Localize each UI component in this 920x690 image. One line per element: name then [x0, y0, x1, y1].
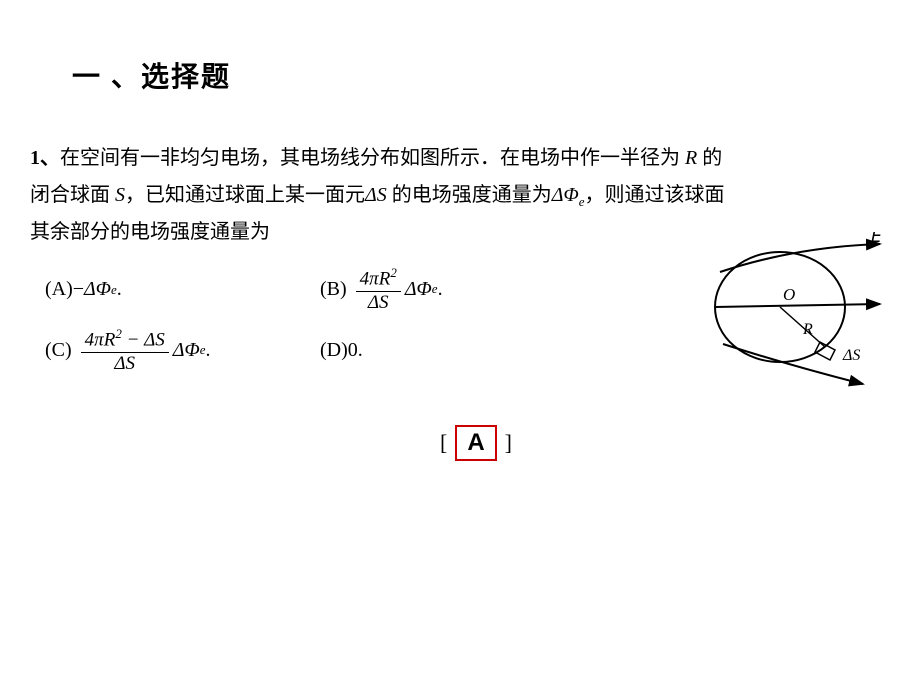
prob-line2b: ，已知通过球面上某一面元: [125, 184, 365, 206]
option-row-1: (A) − ΔΦe . (B) 4πR2 ΔS ΔΦe .: [30, 262, 670, 317]
answer-row: [ A ]: [440, 425, 512, 461]
label-A: (A): [45, 278, 73, 301]
opC-dS1: ΔS: [144, 330, 165, 351]
opB-den: ΔS: [364, 292, 393, 314]
opB-phi: ΔΦ: [405, 278, 432, 301]
section-title: 一 、选择题: [72, 55, 231, 95]
option-A: (A) − ΔΦe .: [30, 278, 310, 301]
prob-line2c: 的电场强度通量为: [387, 184, 552, 206]
var-R: R: [685, 147, 697, 169]
var-dS: ΔS: [365, 184, 387, 206]
problem-number: 1、: [30, 147, 60, 169]
option-C: (C) 4πR2 − ΔS ΔS ΔΦe .: [30, 326, 310, 374]
opC-numr: 4πR2 − ΔS: [81, 326, 169, 352]
opC-phi: ΔΦ: [173, 339, 200, 362]
diag-R: R: [802, 321, 813, 338]
label-D: (D): [320, 339, 348, 362]
options-area: (A) − ΔΦe . (B) 4πR2 ΔS ΔΦe . (C) 4πR2 −…: [30, 262, 670, 384]
opC-R: R: [104, 330, 116, 351]
diag-O: O: [783, 285, 795, 304]
opB-4pi: 4π: [360, 269, 379, 290]
opA-dot: .: [117, 278, 122, 301]
opC-minus: −: [122, 330, 144, 351]
opC-dot: .: [206, 339, 211, 362]
opA-neg: −: [73, 278, 84, 301]
prob-line3: 其余部分的电场强度通量为: [30, 221, 270, 243]
prob-line1b: 的: [697, 147, 722, 169]
opB-sup: 2: [390, 265, 397, 280]
prob-line1a: 在空间有一非均匀电场，其电场线分布如图所示．在电场中作一半径为: [60, 147, 685, 169]
opD-val: 0.: [348, 339, 363, 362]
opC-4pi: 4π: [85, 330, 104, 351]
opC-frac: 4πR2 − ΔS ΔS: [81, 326, 169, 374]
opB-dot: .: [438, 278, 443, 301]
bracket-open: [: [440, 430, 447, 456]
option-D: (D) 0.: [310, 339, 363, 362]
var-S: S: [115, 184, 125, 206]
opB-R: R: [379, 269, 391, 290]
opC-den: ΔS: [110, 353, 139, 375]
label-C: (C): [45, 339, 72, 362]
option-row-2: (C) 4πR2 − ΔS ΔS ΔΦe . (D) 0.: [30, 323, 670, 378]
answer-box: A: [455, 425, 496, 461]
diag-E: E⃗: [871, 232, 882, 246]
opA-phi: ΔΦ: [84, 278, 111, 301]
bracket-close: ]: [505, 430, 512, 456]
prob-line2a: 闭合球面: [30, 184, 115, 206]
label-B: (B): [320, 278, 347, 301]
opB-frac: 4πR2 ΔS: [356, 265, 401, 313]
prob-line2d: ，则通过该球面: [585, 184, 725, 206]
option-B: (B) 4πR2 ΔS ΔΦe .: [310, 265, 443, 313]
var-dPhi: ΔΦ: [552, 184, 579, 206]
field-line-diagram: O R ΔS E⃗: [665, 232, 895, 392]
diag-dS: ΔS: [842, 347, 860, 364]
opB-numr: 4πR2: [356, 265, 401, 291]
